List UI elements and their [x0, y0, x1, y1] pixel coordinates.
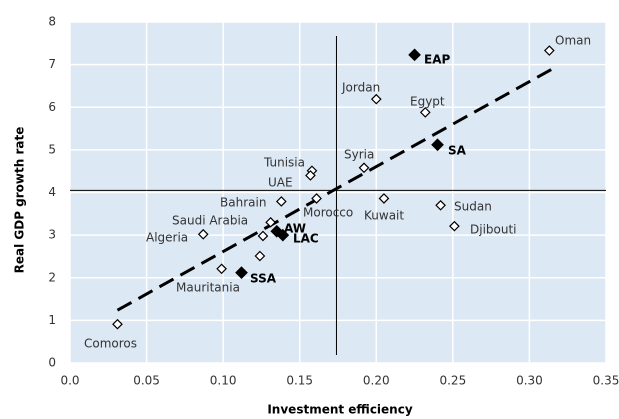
scatter-point: [235, 266, 248, 279]
point-label: Djibouti: [470, 223, 517, 237]
x-tick-label: 0.30: [516, 374, 543, 388]
x-tick-label: 0.0: [60, 374, 79, 388]
scatter-point: [254, 250, 266, 262]
y-tick-label: 3: [48, 228, 56, 242]
point-label: Mauritania: [176, 281, 240, 295]
x-tick-label: 0.05: [133, 374, 160, 388]
y-tick-label: 4: [48, 185, 56, 199]
point-label: Tunisia: [263, 156, 305, 170]
y-axis-label: Real GDP growth rate: [13, 127, 27, 274]
x-tick-label: 0.25: [439, 374, 466, 388]
point-label: Comoros: [84, 337, 137, 351]
point-label: SSA: [250, 272, 277, 286]
scatter-point: [276, 228, 290, 242]
point-label: Egypt: [410, 95, 445, 109]
point-label: Morocco: [303, 206, 353, 220]
scatter-point: [270, 224, 284, 238]
scatter-point: [257, 230, 269, 242]
scatter-point: [419, 107, 431, 118]
y-tick-label: 0: [48, 356, 56, 370]
point-label: Kuwait: [364, 209, 404, 223]
y-tick-label: 5: [48, 142, 56, 156]
scatter-point: [435, 199, 446, 211]
scatter-point: [408, 48, 421, 62]
trend-line: [116, 67, 554, 312]
scatter-point: [311, 193, 322, 204]
y-tick-label: 2: [48, 270, 56, 284]
point-label: AW: [284, 222, 306, 236]
scatter-point: [431, 138, 444, 152]
point-label: LAC: [293, 232, 319, 246]
scatter-point: [378, 193, 390, 204]
scatter-point: [112, 318, 123, 330]
scatter-point: [265, 216, 276, 228]
y-tick-label: 7: [48, 57, 56, 71]
y-tick-label: 6: [48, 100, 56, 114]
scatter-point: [275, 196, 287, 207]
point-label: Bahrain: [220, 196, 266, 210]
scatter-point: [358, 162, 370, 174]
point-label: Oman: [555, 34, 591, 48]
point-label: Algeria: [146, 231, 188, 245]
point-label: SA: [448, 144, 467, 158]
scatter-point: [449, 220, 460, 232]
x-tick-label: 0.10: [210, 374, 237, 388]
scatter-point: [370, 93, 382, 105]
point-label: EAP: [424, 53, 450, 67]
y-tick-label: 1: [48, 313, 56, 327]
x-tick-label: 0.35: [593, 374, 619, 388]
x-tick-label: 0.15: [286, 374, 313, 388]
scatter-point: [543, 45, 555, 56]
point-label: Sudan: [454, 200, 492, 214]
scatter-point: [197, 228, 209, 240]
point-label: UAE: [268, 176, 293, 190]
scatter-point: [305, 170, 316, 181]
x-axis-label: Investment efficiency: [267, 403, 412, 417]
point-label: Jordan: [341, 81, 380, 95]
y-tick-label: 8: [48, 15, 56, 29]
point-label: Saudi Arabia: [172, 214, 248, 228]
x-tick-label: 0.20: [363, 374, 390, 388]
scatter-point: [216, 263, 227, 275]
point-label: Syria: [344, 148, 374, 162]
